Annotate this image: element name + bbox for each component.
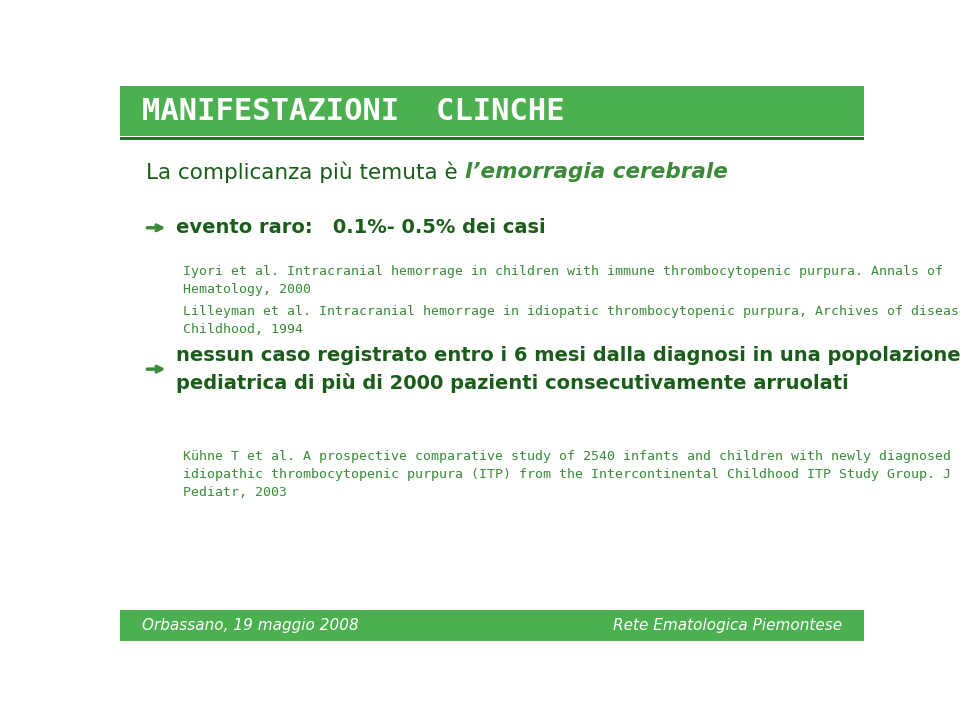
- Text: Kühne T et al. A prospective comparative study of 2540 infants and children with: Kühne T et al. A prospective comparative…: [183, 449, 951, 498]
- Text: nessun caso registrato entro i 6 mesi dalla diagnosi in una popolazione
pediatri: nessun caso registrato entro i 6 mesi da…: [176, 346, 960, 392]
- Text: Iyori et al. Intracranial hemorrage in children with immune thrombocytopenic pur: Iyori et al. Intracranial hemorrage in c…: [183, 265, 944, 296]
- Text: l’emorragia cerebrale: l’emorragia cerebrale: [465, 162, 728, 182]
- Text: La complicanza più temuta è: La complicanza più temuta è: [146, 161, 465, 183]
- FancyBboxPatch shape: [120, 138, 864, 140]
- Text: MANIFESTAZIONI  CLINCHE: MANIFESTAZIONI CLINCHE: [142, 97, 564, 126]
- Text: evento raro:   0.1%- 0.5% dei casi: evento raro: 0.1%- 0.5% dei casi: [176, 218, 545, 238]
- Text: Orbassano, 19 maggio 2008: Orbassano, 19 maggio 2008: [142, 618, 359, 633]
- FancyBboxPatch shape: [120, 611, 864, 641]
- Text: Lilleyman et al. Intracranial hemorrage in idiopatic thrombocytopenic purpura, A: Lilleyman et al. Intracranial hemorrage …: [183, 305, 960, 336]
- Text: Rete Ematologica Piemontese: Rete Ematologica Piemontese: [612, 618, 842, 633]
- FancyBboxPatch shape: [120, 86, 864, 136]
